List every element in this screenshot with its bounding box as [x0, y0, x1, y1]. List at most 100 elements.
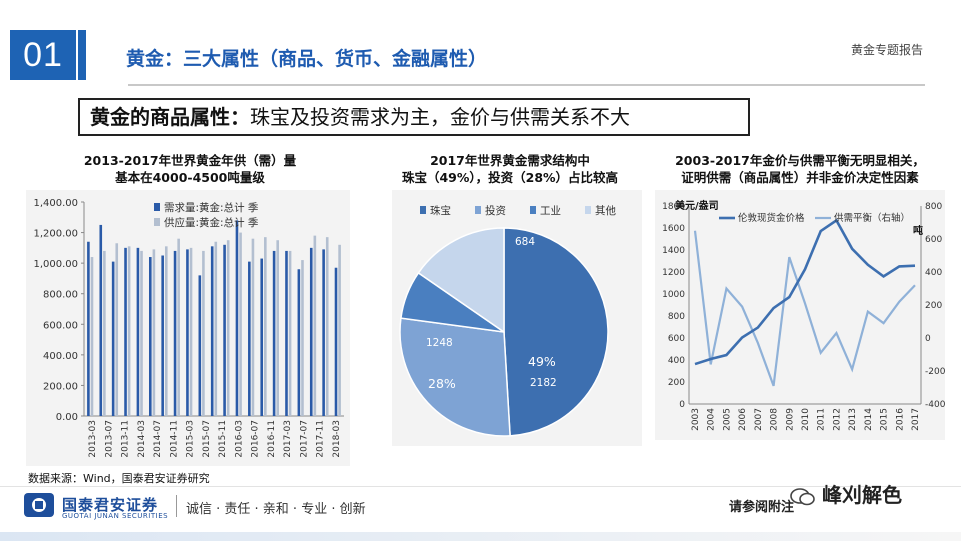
x-tick-label: 2015 — [880, 408, 890, 431]
pie-slice — [503, 227, 609, 437]
demand-bar — [334, 267, 338, 416]
legend-swatch — [585, 206, 591, 214]
x-tick-label: 2007 — [754, 408, 764, 431]
demand-bar — [322, 249, 325, 416]
chart1-panel: 0.00 200.00 400.00 600.00 800.00 1,000.00 1,20… — [26, 190, 350, 466]
legend-swatch — [154, 218, 160, 226]
headline-box: 黄金的商品属性：珠宝及投资需求为主，金价与供需关系不大 — [78, 98, 750, 136]
pie-value-label: 1248 — [426, 337, 453, 349]
chart1-title-line1: 2013-2017年世界黄金年供（需）量 — [83, 153, 297, 168]
demand-bar — [285, 250, 288, 416]
x-tick-label: 2017-03 — [283, 420, 293, 458]
bottom-band — [0, 532, 961, 541]
demand-bar — [309, 247, 313, 416]
left-tick-label: 0 — [679, 400, 685, 410]
x-tick-label: 2015-11 — [218, 420, 228, 458]
y-tick-label: 1,200.00 — [33, 229, 78, 240]
y-tick-label: 600.00 — [43, 320, 78, 331]
supply-bar — [264, 237, 267, 416]
legend-label: 珠宝 — [430, 204, 451, 217]
page-title: 黄金：三大属性（商品、货币、金融属性） — [126, 48, 488, 70]
left-tick-label: 1600 — [662, 224, 685, 234]
legend-label: 供应量:黄金:总计 季 — [164, 216, 259, 229]
balance-line — [693, 230, 916, 387]
watermark-text: 峰刈解色 — [822, 483, 902, 507]
supply-bar — [152, 249, 156, 416]
pie-percent-label: 28% — [428, 376, 456, 391]
supply-bar — [251, 238, 255, 416]
gold-price-line — [694, 218, 916, 366]
demand-bar — [297, 269, 301, 416]
chart3-panel: 0 200 400 600 800 1000 1200 1400 1600 1800 -400 -20… — [655, 190, 946, 440]
supply-bar — [226, 240, 230, 416]
demand-bar — [173, 250, 177, 416]
x-tick-label: 2012 — [832, 408, 842, 431]
demand-bar — [87, 241, 90, 416]
chart2-title: 2017年世界黄金需求结构中 珠宝（49%），投资（28%）占比较高 — [360, 152, 660, 186]
legend-label: 供需平衡（右轴） — [834, 212, 910, 224]
pie-value-label: 2182 — [530, 377, 557, 389]
supply-bar — [115, 243, 119, 416]
footer-divider — [0, 486, 961, 487]
supply-bar — [189, 247, 193, 416]
x-tick-label: 2013-03 — [88, 420, 98, 458]
left-tick-label: 1000 — [662, 290, 685, 300]
x-tick-label: 2016 — [895, 408, 905, 431]
supply-bar — [202, 250, 205, 416]
chart2-title-line2: 珠宝（49%），投资（28%）占比较高 — [401, 170, 619, 185]
supply-bar — [276, 240, 280, 416]
right-tick-label: 600 — [925, 235, 942, 245]
right-tick-label: 0 — [925, 334, 931, 344]
x-tick-label: 2003 — [691, 408, 701, 431]
x-tick-label: 2005 — [722, 408, 732, 431]
right-tick-label: 800 — [925, 202, 942, 212]
company-name: 国泰君安证券 — [62, 496, 159, 514]
y-tick-label: 0.00 — [56, 412, 78, 423]
legend-label: 其他 — [595, 204, 616, 217]
y-tick-label: 1,400.00 — [33, 198, 78, 209]
header-divider — [128, 84, 925, 86]
left-tick-label: 1800 — [662, 202, 685, 212]
x-tick-label: 2014-07 — [153, 420, 163, 458]
report-name: 黄金专题报告 — [850, 43, 923, 57]
y-tick-label: 400.00 — [43, 351, 78, 362]
x-tick-label: 2008 — [770, 408, 780, 431]
data-source: 数据来源：Wind，国泰君安证券研究 — [28, 472, 210, 485]
left-tick-label: 600 — [668, 334, 685, 344]
legend-label: 投资 — [485, 204, 506, 217]
bar-chart: 0.00 200.00 400.00 600.00 800.00 1,000.00 1,20… — [33, 198, 344, 458]
watermark: 峰刈解色 — [790, 479, 902, 508]
legend-swatch — [154, 203, 160, 211]
supply-bar — [164, 246, 168, 416]
x-tick-label: 2017 — [911, 408, 921, 431]
demand-bar — [186, 249, 189, 416]
supply-bar — [90, 257, 94, 416]
x-tick-label: 2014-11 — [169, 420, 179, 458]
demand-bar — [223, 244, 226, 416]
right-tick-label: -200 — [925, 367, 945, 377]
supply-bar — [301, 260, 304, 416]
legend-label: 伦敦现货金价格 — [738, 212, 805, 224]
x-tick-label: 2017-07 — [299, 420, 309, 458]
disclaimer-note: 请参阅附注 — [729, 500, 795, 515]
footer-separator — [176, 495, 177, 517]
x-tick-label: 2006 — [738, 408, 748, 431]
x-tick-label: 2013-11 — [121, 420, 131, 458]
demand-bar — [161, 255, 164, 416]
demand-bar — [248, 261, 251, 416]
headline-rest: 珠宝及投资需求为主，金价与供需关系不大 — [250, 105, 630, 129]
company-logo-icon — [24, 493, 54, 517]
supply-bar — [140, 250, 143, 416]
chart2-title-line1: 2017年世界黄金需求结构中 — [430, 153, 590, 168]
demand-bar — [198, 275, 202, 416]
section-number: 01 — [10, 30, 76, 80]
right-axis-unit: 吨 — [913, 224, 923, 237]
left-tick-label: 200 — [668, 378, 685, 388]
legend-label: 需求量:黄金:总计 季 — [164, 201, 259, 214]
supply-bar — [288, 250, 292, 416]
legend-swatch — [420, 206, 426, 214]
pie-slice — [417, 227, 505, 334]
left-axis-unit: 美元/盎司 — [675, 199, 719, 212]
supply-bar — [177, 238, 180, 416]
